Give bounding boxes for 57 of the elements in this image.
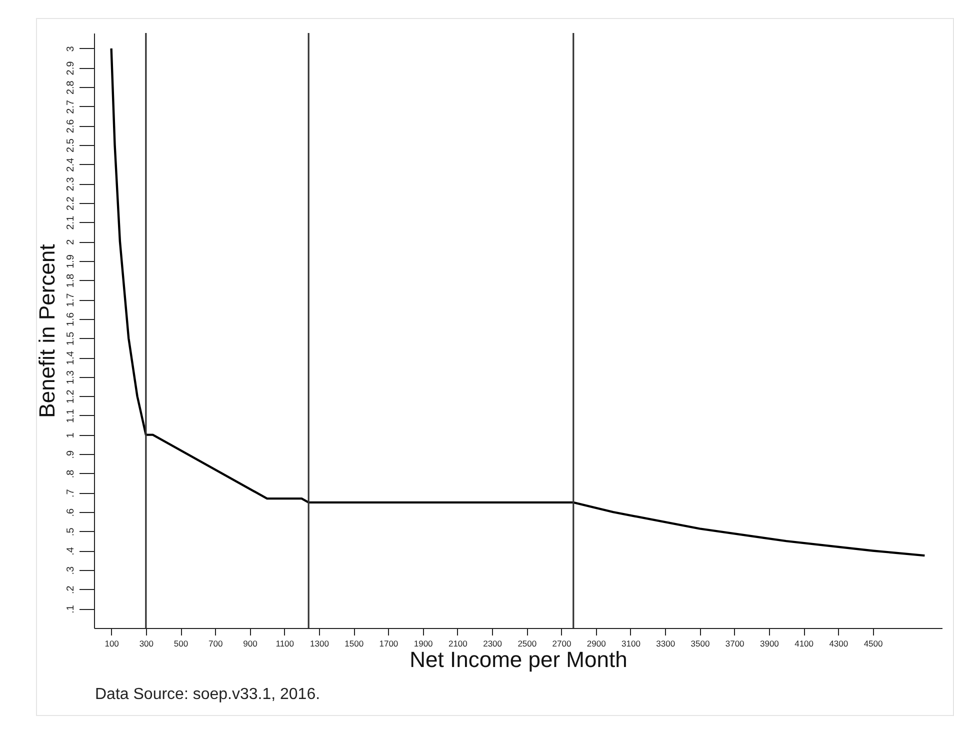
x-tick-label: 1900 — [414, 638, 434, 648]
x-tick-label: 700 — [208, 638, 224, 648]
x-tick-label: 900 — [243, 638, 258, 648]
y-tick-label: 2.9 — [66, 60, 76, 76]
y-tick-label: .7 — [66, 488, 76, 498]
y-tick-label: 2.3 — [66, 176, 76, 192]
y-tick-label: 1.8 — [66, 273, 76, 288]
y-tick-label: 1.5 — [66, 331, 76, 346]
x-tick-label: 2900 — [586, 638, 606, 648]
y-tick-label: 3 — [66, 46, 76, 52]
y-tick-label: 2.6 — [66, 118, 76, 134]
y-tick-label: 2.2 — [66, 196, 76, 210]
y-tick-label: 1.2 — [66, 389, 76, 404]
y-tick-label: 2.5 — [66, 138, 76, 152]
x-tick-label: 300 — [139, 638, 154, 648]
line-series — [110, 47, 926, 557]
y-tick-label: .1 — [66, 604, 76, 614]
x-tick-label: 3300 — [656, 638, 676, 648]
y-tick-label: 2 — [66, 238, 76, 245]
y-tick-label: .6 — [66, 508, 76, 517]
y-tick-label: .9 — [66, 450, 76, 459]
y-tick-label: 2.1 — [66, 215, 76, 230]
y-tick-label: .5 — [66, 527, 76, 536]
y-tick-label: 2.8 — [66, 80, 76, 95]
y-tick-label: 1 — [66, 432, 76, 438]
y-tick-label: .3 — [66, 566, 76, 575]
x-tick-label: 3700 — [725, 638, 745, 648]
x-tick-label: 3500 — [690, 638, 710, 648]
y-tick-label: 1.4 — [66, 350, 76, 365]
y-tick-label: 1.7 — [66, 292, 76, 308]
x-tick-label: 4100 — [794, 638, 814, 648]
y-tick-label: 1.1 — [66, 408, 76, 423]
source-note: Data Source: soep.v33.1, 2016. — [95, 686, 320, 704]
x-tick-label: 3900 — [760, 638, 780, 648]
y-tick-label: 1.3 — [66, 370, 76, 384]
y-axis-title: Benefit in Percent — [34, 244, 60, 418]
x-tick-label: 100 — [104, 638, 120, 648]
x-axis-title: Net Income per Month — [410, 647, 628, 672]
x-tick-label: 2700 — [552, 638, 572, 648]
x-tick-label: 4500 — [864, 638, 883, 648]
x-tick-label: 3100 — [622, 638, 641, 648]
x-tick-label: 1300 — [310, 638, 330, 648]
y-tick-label: 1.9 — [66, 254, 76, 268]
x-tick-label: 2500 — [518, 638, 537, 648]
y-tick-label: .8 — [66, 469, 76, 478]
x-tick-label: 2300 — [483, 638, 502, 648]
x-tick-label: 1100 — [276, 638, 294, 648]
x-tick-label: 2100 — [448, 638, 468, 648]
x-tick-label: 1500 — [344, 638, 364, 648]
y-tick-label: .4 — [66, 546, 76, 556]
x-tick-label: 500 — [174, 638, 188, 648]
y-tick-label: 2.7 — [66, 100, 76, 114]
x-tick-label: 4300 — [829, 638, 848, 648]
y-tick-label: 2.4 — [66, 157, 76, 172]
x-tick-label: 1700 — [379, 638, 398, 648]
y-tick-label: .2 — [66, 585, 76, 594]
y-tick-label: 1.6 — [66, 312, 76, 326]
